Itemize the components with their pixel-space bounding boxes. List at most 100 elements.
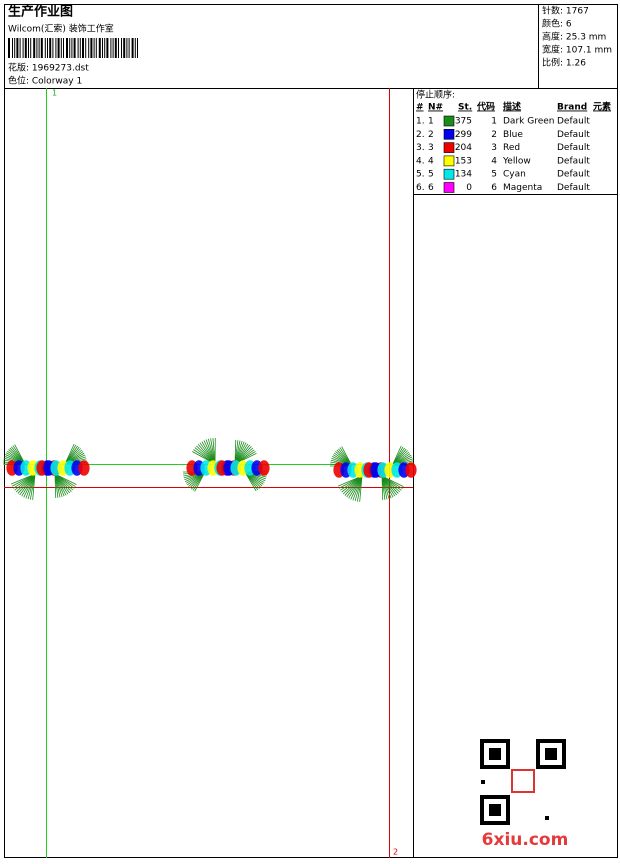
column-header: 元素 xyxy=(593,101,611,113)
bar xyxy=(12,38,13,58)
bar xyxy=(16,38,18,58)
code: 3 xyxy=(491,143,497,153)
color-swatch xyxy=(444,156,454,166)
petal xyxy=(258,460,269,475)
bar xyxy=(74,38,76,58)
bar xyxy=(94,38,95,58)
qr-cell xyxy=(545,816,549,820)
row-index: 1. xyxy=(416,117,425,127)
bar xyxy=(113,38,114,58)
brand: Default xyxy=(557,130,590,140)
qr-code xyxy=(480,739,566,823)
watermark: 6xiu.com xyxy=(482,830,569,850)
bar xyxy=(135,38,136,58)
column-header: 代码 xyxy=(476,101,495,113)
column-header: 描述 xyxy=(503,101,521,113)
bar xyxy=(123,38,125,58)
color-swatch xyxy=(444,116,454,126)
column-header: St. xyxy=(458,103,472,113)
bar xyxy=(126,38,127,58)
color-swatch xyxy=(444,143,454,153)
marker: 1 xyxy=(52,89,57,98)
bar xyxy=(82,38,84,58)
needle: 1 xyxy=(428,117,434,127)
bar xyxy=(69,38,70,58)
bar xyxy=(30,38,31,58)
bar xyxy=(20,38,21,58)
bar xyxy=(71,38,72,58)
bar xyxy=(23,38,24,58)
bar xyxy=(55,38,56,58)
code: 5 xyxy=(491,170,497,180)
summary-item: 高度: 25.3 mm xyxy=(542,31,606,43)
code: 1 xyxy=(491,117,497,127)
stitches: 204 xyxy=(455,143,472,153)
summary-item: 比例: 1.26 xyxy=(542,57,586,69)
bar xyxy=(129,38,130,58)
bar xyxy=(8,38,10,58)
brand: Default xyxy=(557,156,590,166)
column-header: N# xyxy=(428,103,443,113)
row-index: 4. xyxy=(416,156,425,166)
bar xyxy=(85,38,86,58)
bar xyxy=(63,38,64,58)
needle: 4 xyxy=(428,156,434,166)
row-index: 6. xyxy=(416,183,425,193)
row-index: 3. xyxy=(416,143,425,153)
bar xyxy=(14,38,15,58)
barcode xyxy=(8,38,138,58)
bar xyxy=(118,38,119,58)
needle: 3 xyxy=(428,143,434,153)
bar xyxy=(39,38,40,58)
bar xyxy=(33,38,35,58)
bar xyxy=(47,38,48,58)
needle: 6 xyxy=(428,183,434,193)
summary-item: 宽度: 107.1 mm xyxy=(542,44,612,56)
bar xyxy=(99,38,101,58)
page-border xyxy=(5,5,618,858)
bar xyxy=(41,38,43,58)
bar xyxy=(132,38,134,58)
table-title: 停止顺序: xyxy=(416,89,455,101)
stitches: 0 xyxy=(466,183,472,193)
bar xyxy=(121,38,122,58)
stitches: 375 xyxy=(455,117,472,127)
bar xyxy=(45,38,46,58)
qr-finder-core xyxy=(489,748,501,760)
stitches: 299 xyxy=(455,130,472,140)
bar xyxy=(66,38,68,58)
bar xyxy=(80,38,81,58)
row-index: 5. xyxy=(416,170,425,180)
title: 生产作业图 xyxy=(8,4,73,20)
petal xyxy=(405,462,416,477)
code: 2 xyxy=(491,130,497,140)
bar xyxy=(61,38,62,58)
description: Magenta xyxy=(503,183,542,193)
description: Yellow xyxy=(502,156,531,166)
needle: 5 xyxy=(428,170,434,180)
embroidery-preview xyxy=(3,438,417,502)
bar xyxy=(96,38,97,58)
code: 6 xyxy=(491,183,497,193)
bar xyxy=(78,38,79,58)
bar xyxy=(137,38,138,58)
bar xyxy=(58,38,60,58)
bar xyxy=(49,38,51,58)
brand: Default xyxy=(557,117,590,127)
color-swatch xyxy=(444,129,454,139)
marker: 2 xyxy=(393,848,398,857)
brand: Default xyxy=(557,183,590,193)
qr-finder-core xyxy=(545,748,557,760)
brand: Default xyxy=(557,170,590,180)
color-swatch xyxy=(444,169,454,179)
qr-finder-core xyxy=(489,804,501,816)
bar xyxy=(52,38,53,58)
bar xyxy=(102,38,103,58)
bar xyxy=(25,38,27,58)
bar xyxy=(36,38,37,58)
design-file: 花版: 1969273.dst xyxy=(8,62,89,74)
row-index: 2. xyxy=(416,130,425,140)
bar xyxy=(106,38,108,58)
needle: 2 xyxy=(428,130,434,140)
